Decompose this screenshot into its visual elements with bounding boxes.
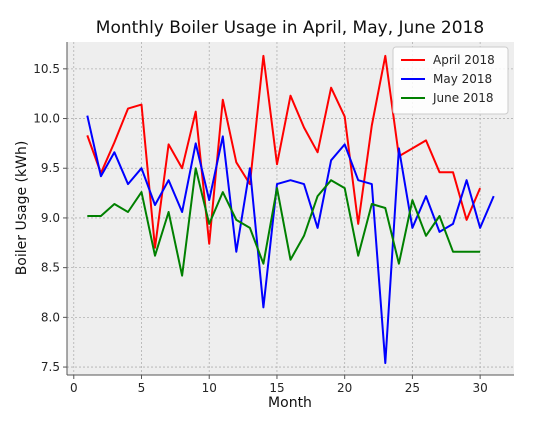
y-tick-label: 8.0: [41, 310, 60, 324]
x-tick-label: 30: [472, 381, 487, 395]
x-tick-label: 20: [337, 381, 352, 395]
y-tick-label: 9.5: [41, 161, 60, 175]
y-tick-label: 9.0: [41, 211, 60, 225]
series-line-june-2018: [87, 167, 481, 277]
y-axis-label: Boiler Usage (kWh): [14, 141, 30, 276]
legend: April 2018 May 2018 June 2018: [392, 46, 509, 115]
x-tick-label: 15: [269, 381, 284, 395]
y-tick-label: 10.0: [33, 112, 60, 126]
x-axis-label: Month: [268, 395, 312, 411]
axes: 7.5 8.0 8.5 9.0 9.5 10.0 10.5 0 5 10 15 20 25 30: [33, 42, 514, 395]
series-line-may-2018: [86, 115, 495, 365]
legend-label-june-2018: June 2018: [432, 91, 494, 105]
x-tick-label: 0: [70, 381, 78, 395]
x-tick-label: 10: [202, 381, 217, 395]
legend-label-may-2018: May 2018: [433, 72, 492, 86]
series-lines: [86, 54, 495, 365]
y-tick-label: 8.5: [41, 261, 60, 275]
y-tick-label: 7.5: [41, 360, 60, 374]
y-tick-label: 10.5: [33, 62, 60, 76]
legend-label-april-2018: April 2018: [433, 53, 495, 67]
x-tick-label: 5: [138, 381, 146, 395]
x-tick-label: 25: [405, 381, 420, 395]
chart-title: Monthly Boiler Usage in April, May, June…: [96, 18, 484, 38]
series-line-april-2018: [86, 54, 482, 249]
